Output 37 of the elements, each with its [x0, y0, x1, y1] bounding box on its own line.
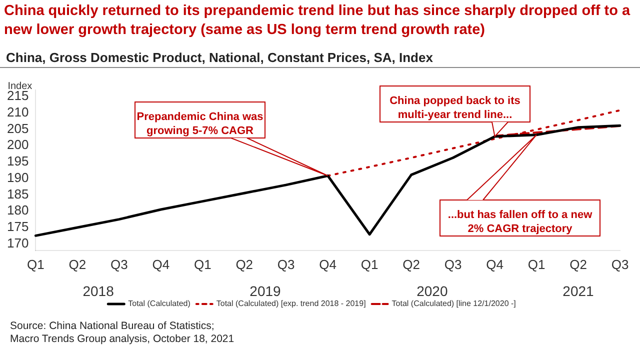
x-tick-label: Q4 [486, 256, 504, 272]
annotation: Prepandemic China was growing 5-7% CAGR [136, 111, 264, 138]
x-tick-label: Q1 [27, 256, 44, 272]
x-tick-label: Q3 [611, 256, 629, 272]
text: 2018 [82, 282, 114, 299]
x-tick-label: Q2 [68, 256, 86, 272]
text: 2021 [562, 282, 594, 299]
x-tick-label: Q1 [528, 256, 546, 272]
annotation: ...but has fallen off to a new 2% CAGR trajectory [448, 209, 593, 236]
y-tick-label: 185 [6, 186, 29, 202]
y-tick-label: 175 [6, 219, 29, 234]
text: 2019 [250, 282, 282, 299]
x-tick-label: Q4 [152, 256, 170, 272]
legend-label: Total (Calculated) [128, 299, 191, 308]
annotation: China popped back to its multi-year trend line... [390, 95, 520, 122]
x-tick-label: Q2 [570, 256, 587, 272]
text: 2020 [416, 282, 448, 299]
y-tick-label: 210 [6, 104, 29, 120]
x-tick-label: Q3 [110, 256, 128, 272]
chart-subtitle: China, Gross Domestic Product, National, Constant Prices, SA, Index [0, 40, 640, 68]
x-tick-label: Q1 [194, 256, 212, 272]
chart-title: China quickly returned to its prepandemic trend line but has since sharply dropped off to a new lower growth trajectory (same as US long term trend growth rate) [3, 2, 632, 40]
source-note: Source: China National Bureau of Statistics; Macro Trends Group analysis, October 18, 2021 [9, 319, 236, 346]
y-tick-label: 195 [6, 154, 29, 169]
y-tick-label: 180 [6, 202, 29, 218]
x-tick-label: Q1 [360, 256, 378, 272]
y-tick-label: 205 [6, 120, 29, 136]
y-tick-label: 200 [6, 137, 29, 152]
x-tick-label: Q2 [236, 256, 254, 272]
x-tick-label: Q3 [277, 256, 295, 272]
y-tick-label: 170 [6, 235, 29, 250]
x-tick-label: Q2 [402, 256, 420, 272]
legend-label: Total (Calculated) [exp. trend 2018 - 2019] [216, 299, 366, 308]
x-tick-label: Q3 [444, 256, 462, 272]
y-tick-label: 190 [6, 170, 29, 185]
legend-label: Total (Calculated) [line 12/1/2020 -] [392, 299, 516, 308]
x-tick-label: Q4 [319, 256, 337, 272]
